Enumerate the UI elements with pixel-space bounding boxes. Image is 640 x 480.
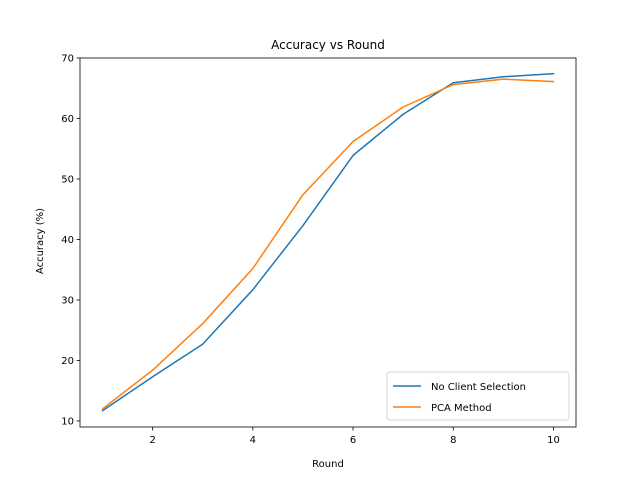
x-axis-title: Round bbox=[312, 459, 344, 470]
legend-box bbox=[386, 371, 570, 421]
series-line-1 bbox=[101, 72, 555, 412]
chart-title: Accuracy vs Round bbox=[271, 38, 385, 52]
y-tick-label: 60 bbox=[61, 114, 74, 125]
x-tick-label: 4 bbox=[250, 435, 256, 446]
axes-frame bbox=[79, 57, 577, 428]
legend-label-2: PCA Method bbox=[431, 403, 492, 414]
y-tick-label: 30 bbox=[61, 295, 74, 306]
series-line-2 bbox=[101, 78, 555, 410]
y-axis-title: Accuracy (%) bbox=[35, 208, 46, 274]
y-tick-label: 20 bbox=[61, 356, 74, 367]
y-tick-label: 50 bbox=[61, 174, 74, 185]
x-tick-label: 8 bbox=[450, 435, 456, 446]
y-tick-label: 70 bbox=[61, 54, 74, 65]
x-tick-label: 10 bbox=[547, 435, 560, 446]
x-tick-label: 2 bbox=[149, 435, 155, 446]
legend: No Client Selection PCA Method bbox=[386, 371, 570, 421]
x-tick-label: 6 bbox=[350, 435, 356, 446]
legend-label-1: No Client Selection bbox=[431, 382, 526, 393]
y-tick-label: 10 bbox=[61, 416, 74, 427]
y-tick-label: 40 bbox=[61, 235, 74, 246]
plot-area: 2 4 6 8 10 10 20 30 40 50 60 70 bbox=[61, 54, 577, 446]
